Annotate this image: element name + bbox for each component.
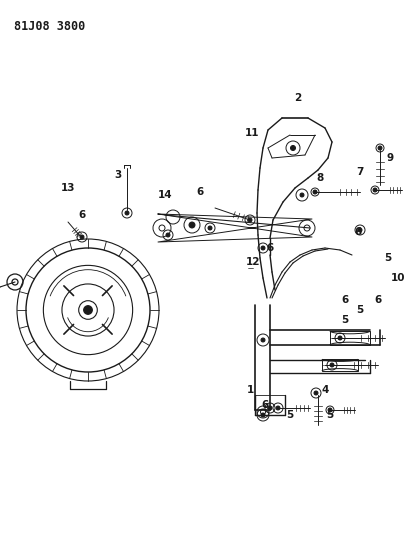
Circle shape [125,211,129,215]
Text: 7: 7 [356,167,364,177]
Circle shape [248,218,252,222]
Bar [330,331,370,345]
Text: 5: 5 [326,410,334,420]
Text: 6: 6 [79,210,85,220]
Text: 81J08 3800: 81J08 3800 [14,20,85,33]
Circle shape [290,146,296,150]
Text: 1: 1 [246,385,254,395]
Circle shape [300,193,304,197]
Text: 6: 6 [374,295,382,305]
Text: 5: 5 [384,253,392,263]
Circle shape [276,406,280,410]
Circle shape [338,336,342,340]
Text: 3: 3 [114,170,122,180]
Circle shape [378,146,382,150]
Circle shape [189,222,195,228]
Text: 11: 11 [245,128,259,138]
Text: 14: 14 [158,190,172,200]
Text: 9: 9 [386,153,394,163]
Circle shape [261,413,265,417]
Circle shape [80,235,84,239]
Circle shape [261,246,265,250]
Circle shape [261,338,265,342]
Circle shape [208,226,212,230]
Text: 2: 2 [294,93,302,103]
Text: 5: 5 [356,305,364,315]
Text: 5: 5 [341,315,349,325]
Text: 6: 6 [261,400,269,410]
Circle shape [268,406,272,410]
Circle shape [313,190,317,194]
Circle shape [166,233,170,237]
Circle shape [358,228,362,232]
Text: 6: 6 [196,187,204,197]
Text: 8: 8 [316,173,324,183]
Text: 6: 6 [266,243,274,253]
Circle shape [330,363,334,367]
Text: 10: 10 [391,273,405,283]
Text: 6: 6 [354,227,362,237]
Circle shape [328,408,332,412]
Circle shape [84,305,92,314]
Text: 5: 5 [286,410,294,420]
Circle shape [373,188,377,192]
Circle shape [314,391,318,395]
Bar [322,359,358,371]
Text: 12: 12 [246,257,260,267]
Text: 4: 4 [321,385,329,395]
Text: 13: 13 [61,183,75,193]
Text: 6: 6 [341,295,349,305]
